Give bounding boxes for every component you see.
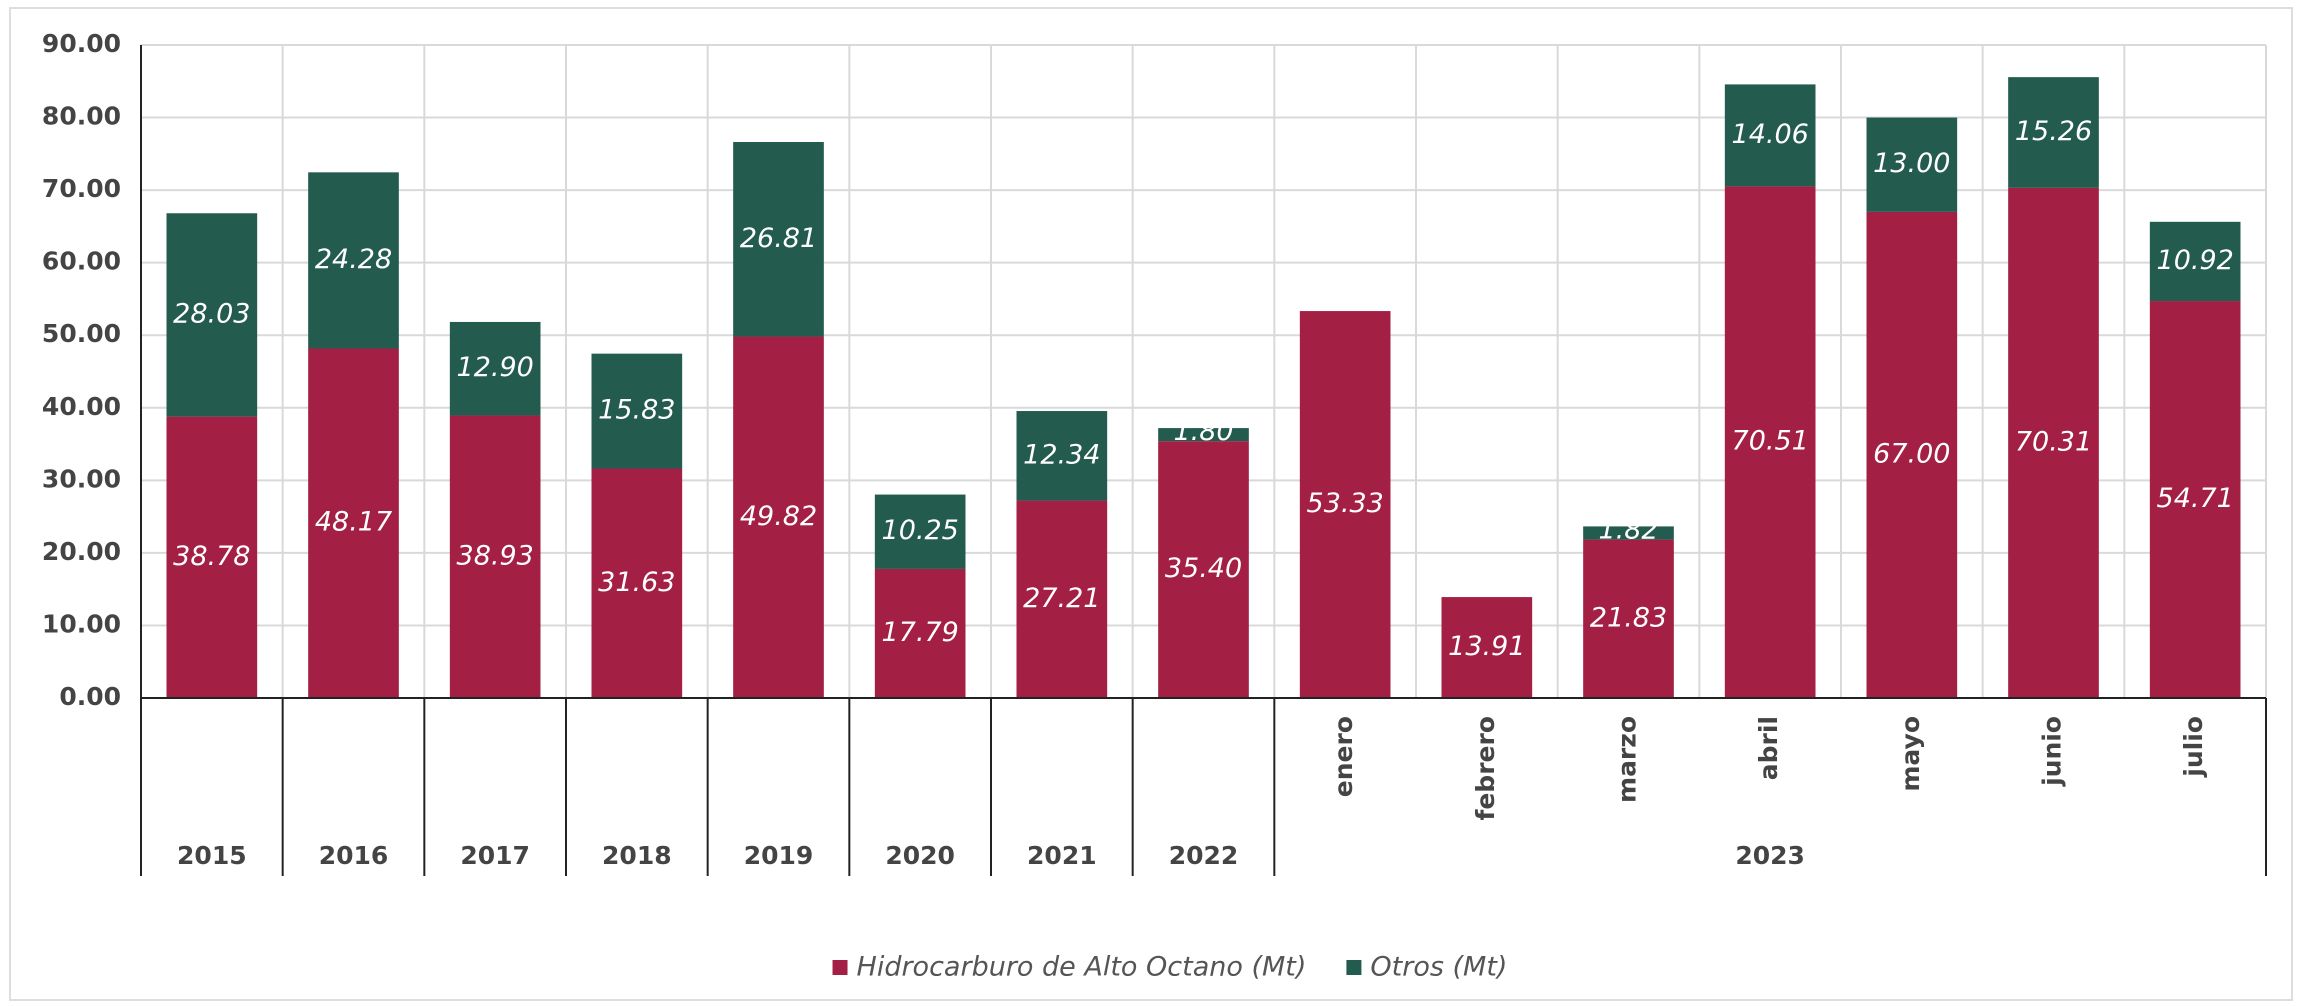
bar-segment — [1724, 186, 1816, 699]
bar-segment — [449, 415, 541, 698]
bar-segment — [308, 348, 399, 698]
data-label: 24.28 — [315, 244, 392, 275]
x-tick-label: 2018 — [602, 841, 672, 870]
data-label: 14.06 — [1732, 119, 1809, 150]
data-label: 48.17 — [315, 507, 392, 538]
group-label: 2023 — [1735, 841, 1805, 870]
legend-swatch — [1346, 960, 1362, 975]
bar-segment — [733, 336, 824, 698]
data-label: 15.26 — [2015, 116, 2092, 147]
bar-segment — [591, 468, 683, 698]
data-label: 70.51 — [1732, 426, 1809, 457]
bar-segment — [2008, 77, 2099, 188]
y-tick-label: 10.00 — [42, 609, 121, 638]
data-label: 67.00 — [1873, 438, 1950, 469]
x-tick-label: 2016 — [319, 841, 389, 870]
data-label: 49.82 — [740, 501, 817, 532]
bar-segment — [1299, 311, 1391, 698]
x-tick-label: 2022 — [1169, 841, 1239, 870]
bar-segment — [1724, 84, 1816, 187]
bar-segment — [1016, 500, 1108, 698]
bar-segment — [591, 353, 683, 469]
bar-segment — [449, 321, 541, 416]
x-tick-label: 2021 — [1027, 841, 1097, 870]
data-label: 12.34 — [1023, 439, 1100, 470]
legend-label: Otros (Mt) — [1370, 952, 1507, 983]
bar-segment — [1583, 526, 1674, 540]
bar-segment — [1866, 117, 1958, 212]
y-tick-label: 70.00 — [42, 174, 121, 203]
data-label: 53.33 — [1307, 488, 1384, 519]
x-tick-label: 2019 — [744, 841, 814, 870]
x-tick-label: junio — [2038, 716, 2067, 787]
data-label: 1.82 — [1598, 515, 1658, 546]
data-label: 13.91 — [1448, 631, 1525, 662]
data-label: 54.71 — [2157, 483, 2234, 514]
y-tick-label: 90.00 — [42, 29, 121, 58]
data-label: 26.81 — [740, 223, 817, 254]
bar-segment — [874, 568, 966, 698]
data-label: 31.63 — [598, 567, 675, 598]
data-label: 15.83 — [598, 395, 675, 426]
data-label: 21.83 — [1590, 602, 1667, 633]
bar-segment — [2008, 187, 2099, 699]
x-tick-label: julio — [2179, 716, 2208, 778]
data-label: 13.00 — [1873, 148, 1950, 179]
bar-segment — [874, 494, 966, 569]
bar-segment — [1441, 597, 1533, 698]
bar-segment — [1583, 539, 1674, 698]
y-tick-label: 20.00 — [42, 537, 121, 566]
bar-segment — [308, 172, 399, 349]
y-tick-label: 80.00 — [42, 102, 121, 131]
x-tick-label: febrero — [1471, 716, 1500, 821]
data-label: 27.21 — [1023, 583, 1100, 614]
data-label: 1.80 — [1173, 416, 1233, 447]
data-label: 10.92 — [2157, 245, 2234, 276]
bar-segment — [166, 416, 258, 698]
x-tick-label: mayo — [1896, 716, 1925, 792]
legend-swatch — [832, 960, 848, 975]
frame — [9, 7, 2293, 1001]
data-label: 17.79 — [882, 617, 959, 648]
bar-segment — [2149, 301, 2241, 698]
data-label: 12.90 — [457, 352, 534, 383]
x-tick-label: 2017 — [460, 841, 530, 870]
data-label: 28.03 — [173, 298, 250, 329]
bar-segment — [2149, 221, 2241, 302]
bar-segment — [166, 213, 258, 417]
bar-segment — [1016, 411, 1108, 501]
data-label: 35.40 — [1165, 553, 1242, 584]
x-tick-label: 2015 — [177, 841, 247, 870]
x-tick-label: 2020 — [885, 841, 955, 870]
bar-segment — [1866, 211, 1958, 698]
y-tick-label: 30.00 — [42, 464, 121, 493]
data-label: 38.78 — [173, 541, 250, 572]
legend-label: Hidrocarburo de Alto Octano (Mt) — [857, 952, 1307, 983]
y-tick-label: 0.00 — [59, 682, 121, 711]
bar-segment — [1158, 441, 1249, 698]
data-label: 38.93 — [457, 540, 534, 571]
x-tick-label: marzo — [1613, 716, 1642, 803]
x-tick-label: enero — [1329, 716, 1358, 797]
data-label: 10.25 — [882, 515, 959, 546]
x-tick-label: abril — [1754, 716, 1783, 780]
bar-segment — [1158, 428, 1249, 442]
y-tick-label: 50.00 — [42, 319, 121, 348]
y-tick-label: 40.00 — [42, 392, 121, 421]
data-label: 70.31 — [2015, 426, 2092, 457]
y-tick-label: 60.00 — [42, 247, 121, 276]
bar-segment — [733, 142, 824, 337]
